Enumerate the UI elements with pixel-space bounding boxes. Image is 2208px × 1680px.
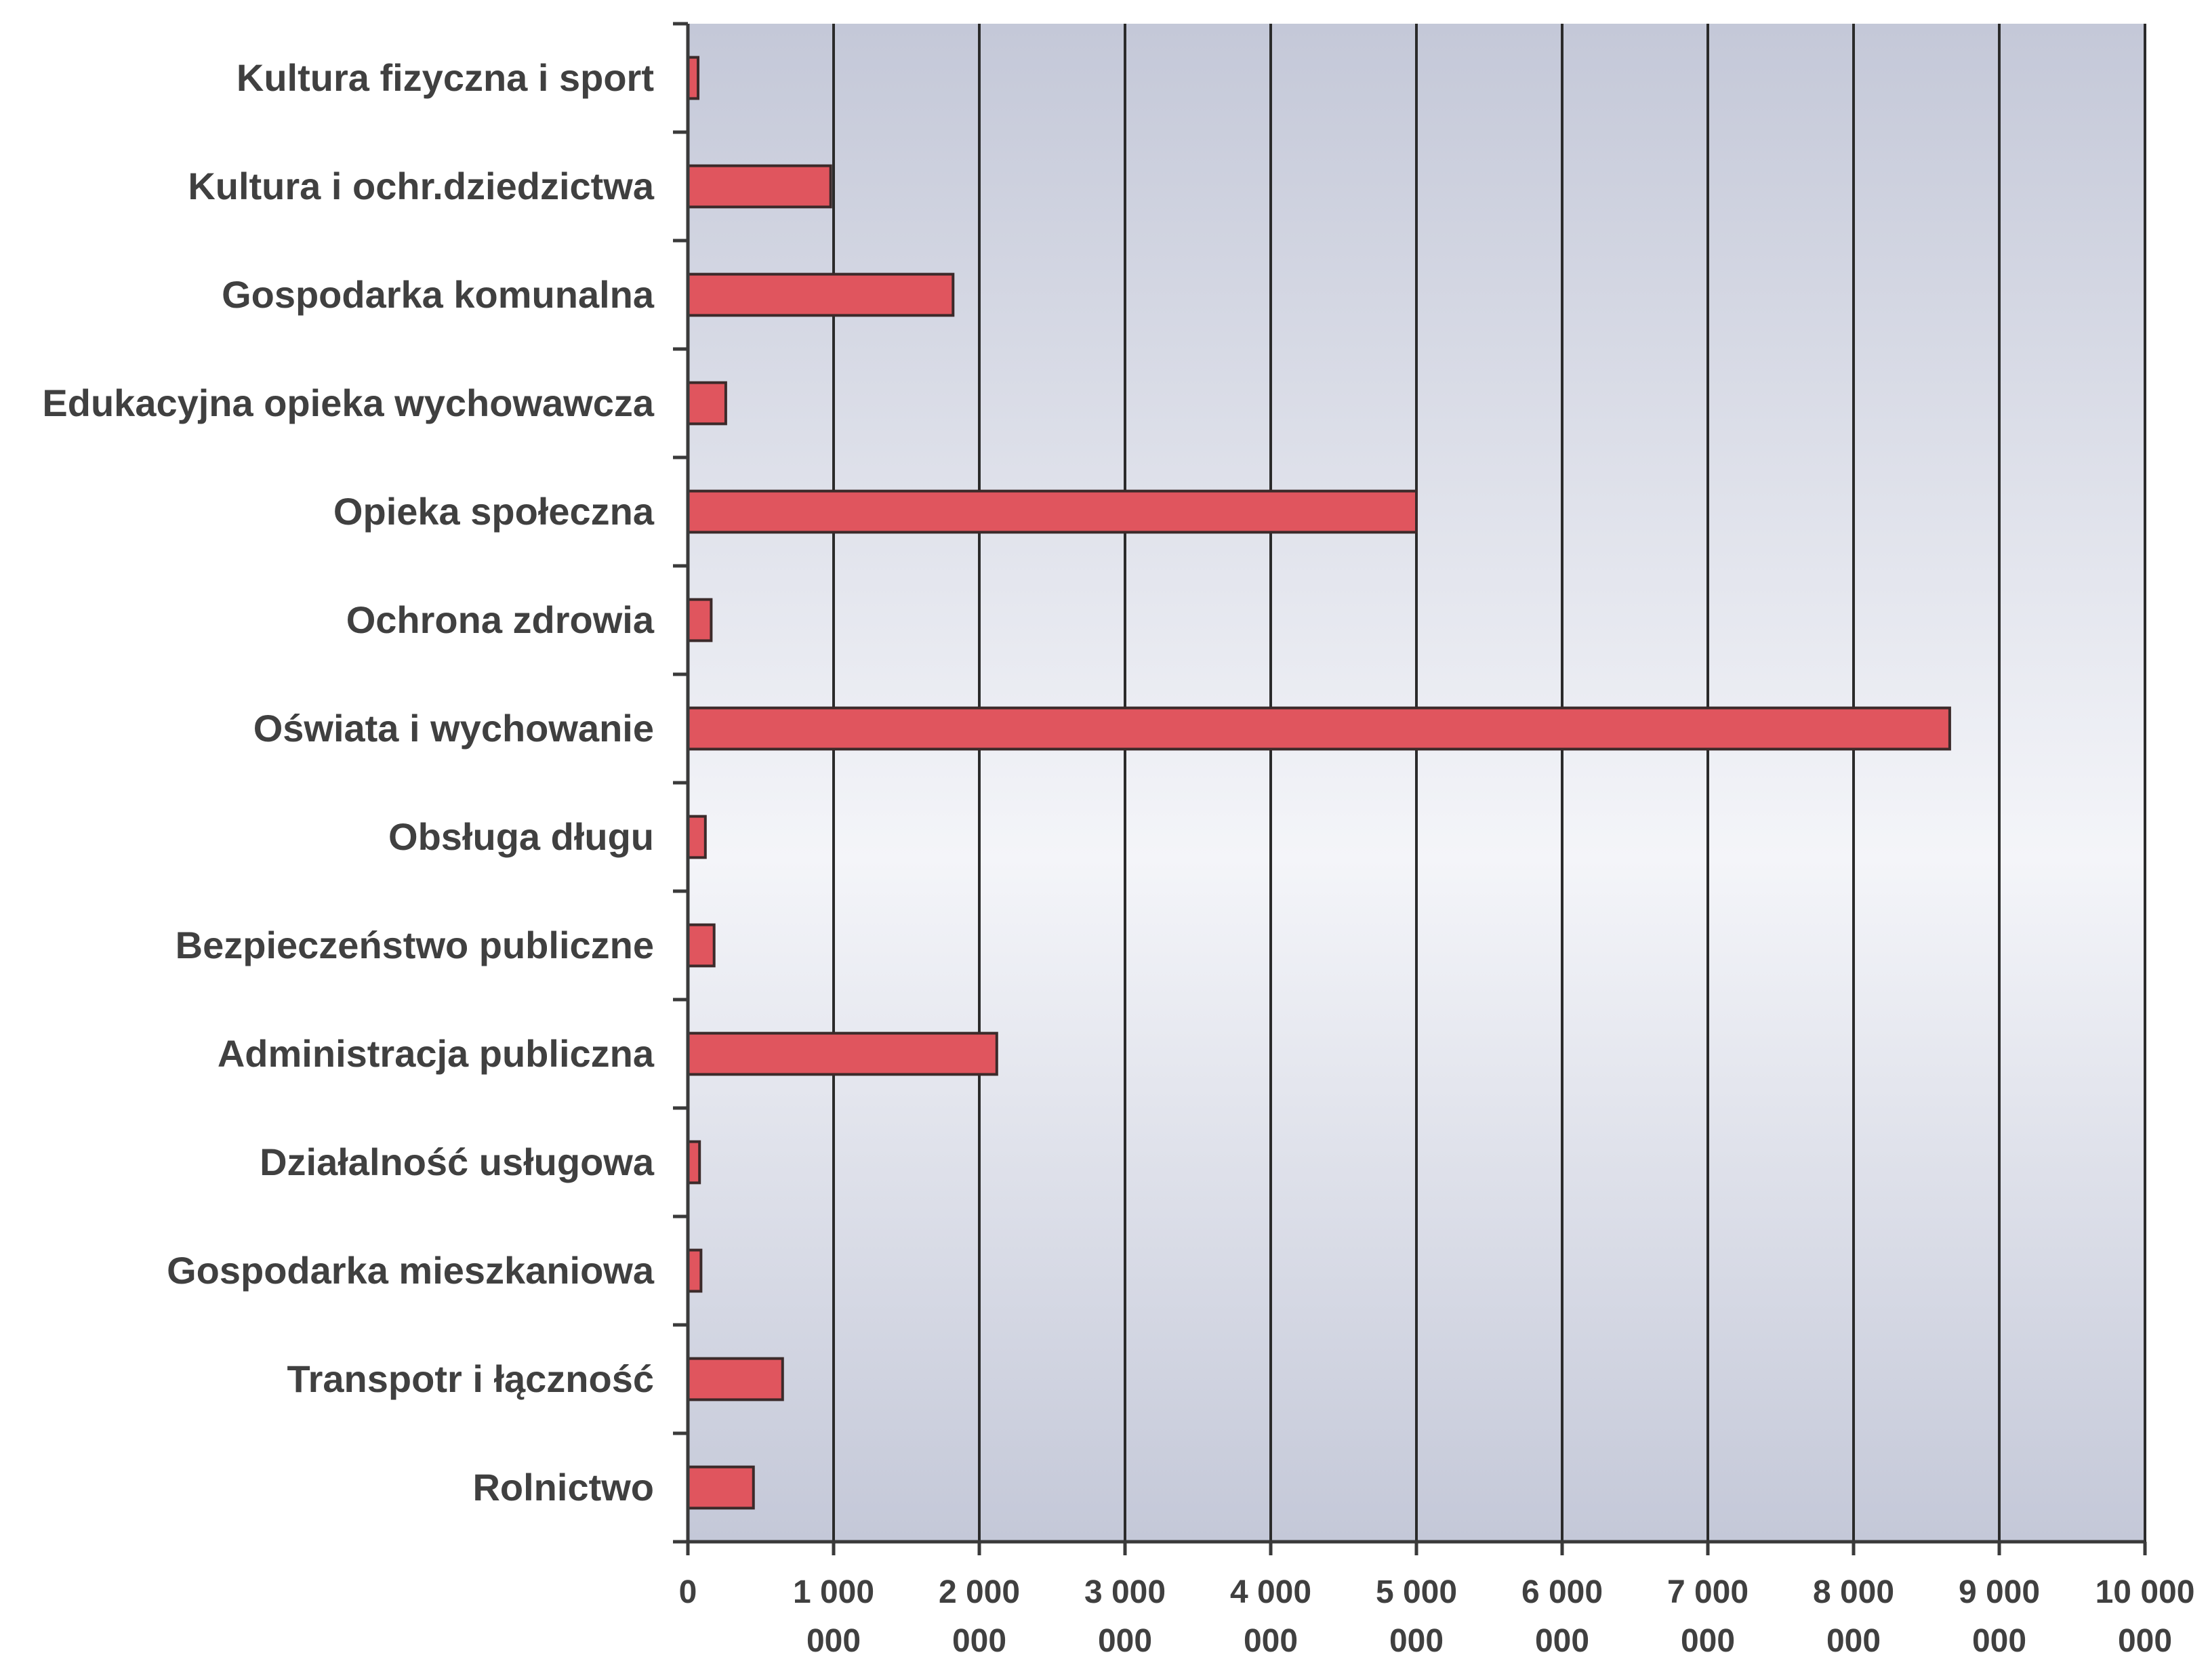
bar xyxy=(687,164,832,209)
bar xyxy=(687,1031,998,1076)
gridlines xyxy=(832,24,2146,1542)
category-label: Obsługa długu xyxy=(388,815,654,858)
category-label: Bezpieczeństwo publiczne xyxy=(176,924,654,966)
x-tick-label: 5 000 xyxy=(1376,1574,1457,1610)
category-label: Administracja publiczna xyxy=(218,1032,655,1075)
bar xyxy=(687,598,713,642)
x-tick-label: 0 xyxy=(679,1574,697,1610)
category-label: Kultura fizyczna i sport xyxy=(237,56,654,99)
x-tick-label: 9 000 xyxy=(1959,1574,2040,1610)
x-tick-label: 000 xyxy=(1535,1623,1589,1659)
category-label: Rolnictwo xyxy=(472,1466,654,1509)
bar xyxy=(687,706,1951,751)
x-tick-label: 3 000 xyxy=(1084,1574,1166,1610)
bar xyxy=(687,489,1418,534)
x-tick-label: 8 000 xyxy=(1813,1574,1894,1610)
axes xyxy=(673,22,2147,1555)
category-label: Oświata i wychowanie xyxy=(253,707,654,750)
bar xyxy=(687,1357,784,1401)
x-tick-label: 2 000 xyxy=(939,1574,1020,1610)
category-labels: Kultura fizyczna i sport Kultura i ochr.d… xyxy=(42,56,654,1509)
category-label: Działalność usługowa xyxy=(260,1141,655,1183)
category-label: Gospodarka mieszkaniowa xyxy=(167,1249,655,1292)
bar xyxy=(687,1465,755,1510)
bar xyxy=(687,1248,703,1293)
bar xyxy=(687,272,955,317)
bar xyxy=(687,381,727,426)
bar xyxy=(687,923,716,968)
x-tick-label: 000 xyxy=(806,1623,861,1659)
bar xyxy=(687,1140,701,1185)
x-tick-label: 000 xyxy=(1826,1623,1881,1659)
category-label: Transpotr i łączność xyxy=(287,1357,655,1400)
x-tick-label: 000 xyxy=(2118,1623,2172,1659)
x-tick-label: 1 000 xyxy=(793,1574,874,1610)
x-tick-label: 000 xyxy=(1972,1623,2026,1659)
x-tick-label: 000 xyxy=(1389,1623,1444,1659)
x-tick-label: 10 000 xyxy=(2095,1574,2195,1610)
x-tick-labels: 0 1 000 000 2 000 000 3 000 000 4 000 000 5 000 00… xyxy=(679,1574,2195,1659)
x-tick-label: 000 xyxy=(952,1623,1006,1659)
x-tick-label: 4 000 xyxy=(1230,1574,1311,1610)
x-tick-label: 000 xyxy=(1098,1623,1152,1659)
category-label: Ochrona zdrowia xyxy=(346,598,655,641)
category-label: Kultura i ochr.dziedzictwa xyxy=(188,165,655,207)
category-label: Edukacyjna opieka wychowawcza xyxy=(42,382,654,424)
category-label: Opieka społeczna xyxy=(333,490,655,533)
x-tick-label: 000 xyxy=(1681,1623,1735,1659)
x-tick-label: 6 000 xyxy=(1521,1574,1603,1610)
category-label: Gospodarka komunalna xyxy=(222,273,655,316)
x-tick-label: 7 000 xyxy=(1667,1574,1749,1610)
x-tick-label: 000 xyxy=(1244,1623,1298,1659)
bar xyxy=(687,815,707,859)
